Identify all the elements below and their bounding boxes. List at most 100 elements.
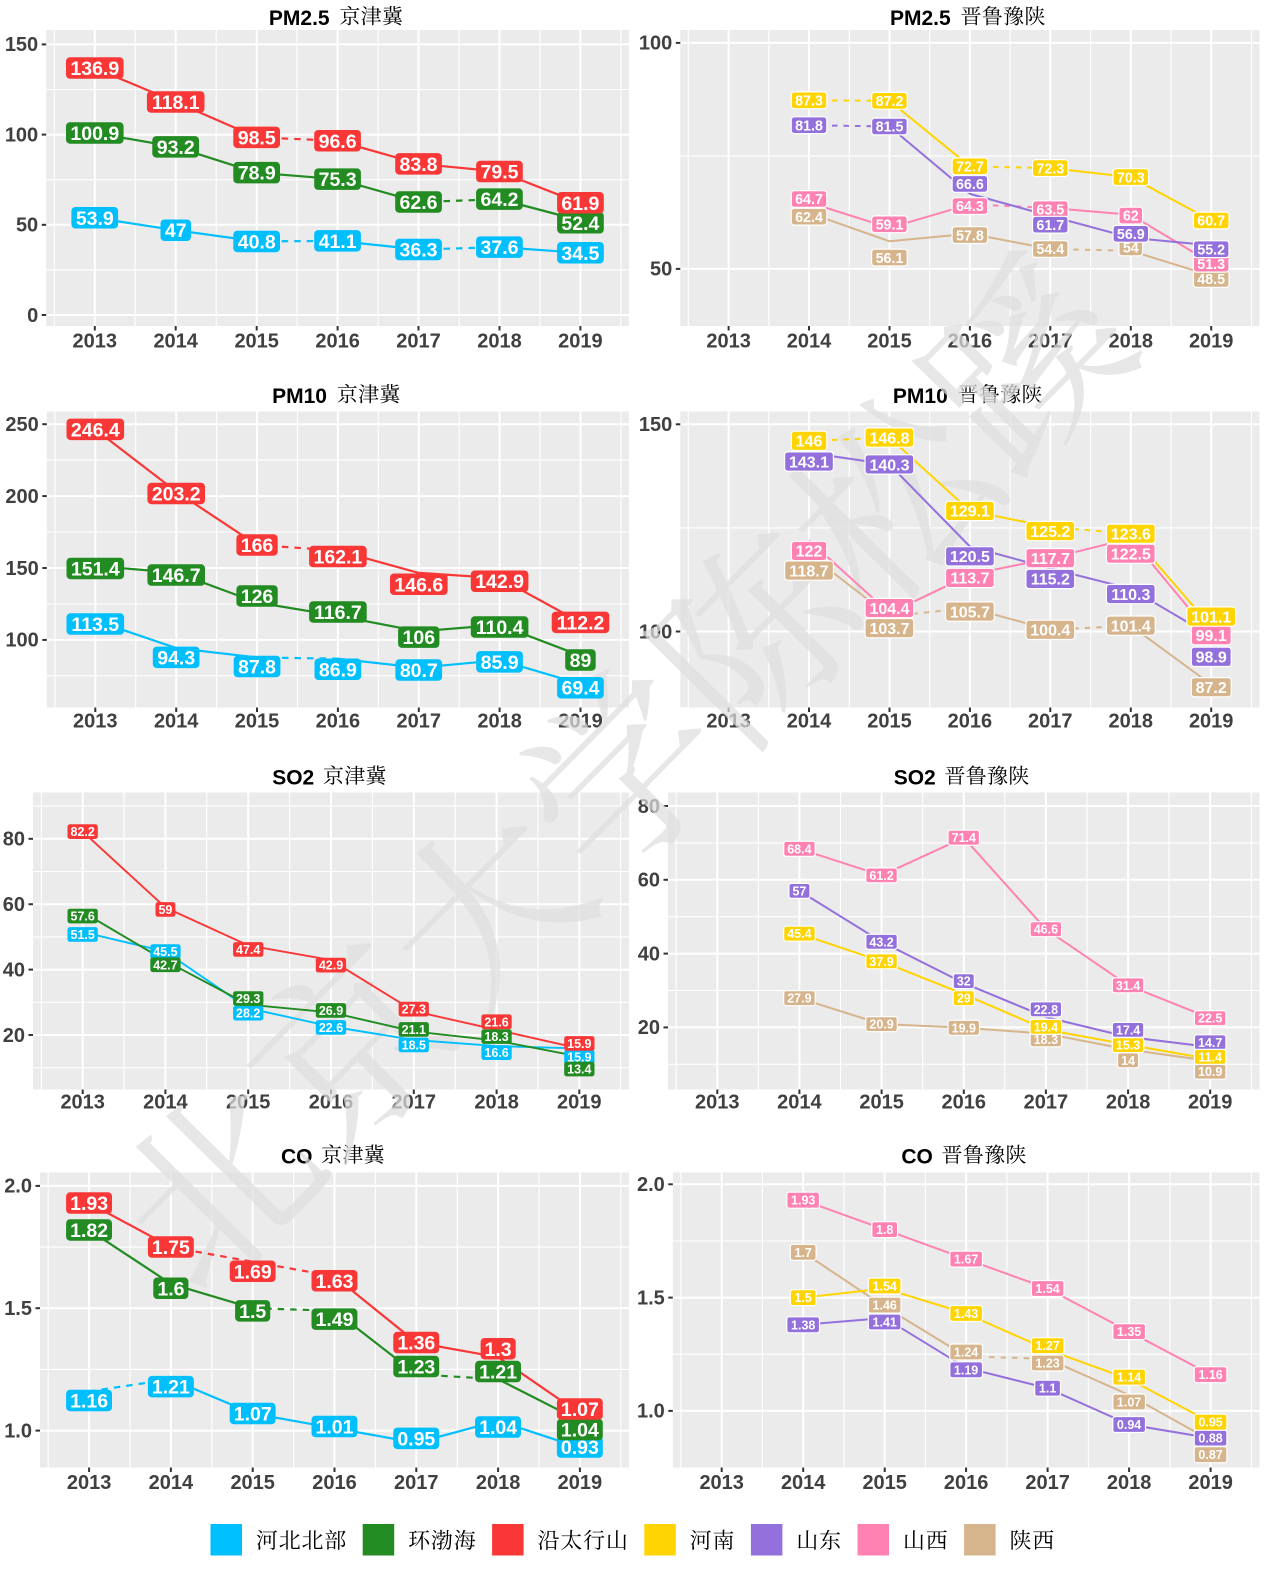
svg-text:2013: 2013 <box>60 1092 105 1114</box>
svg-text:126: 126 <box>241 586 274 608</box>
svg-text:103.7: 103.7 <box>869 621 909 638</box>
svg-text:250: 250 <box>5 414 38 436</box>
svg-text:166: 166 <box>241 535 274 557</box>
svg-text:2015: 2015 <box>235 710 280 732</box>
svg-text:100: 100 <box>639 33 672 55</box>
svg-text:83.8: 83.8 <box>400 154 438 176</box>
svg-text:SO2: SO2 <box>894 767 936 790</box>
svg-text:89: 89 <box>570 650 592 672</box>
svg-text:1.38: 1.38 <box>791 1318 815 1332</box>
svg-text:46.6: 46.6 <box>1034 923 1058 937</box>
svg-text:2019: 2019 <box>1189 710 1234 732</box>
svg-text:2016: 2016 <box>312 1472 357 1494</box>
svg-text:100.4: 100.4 <box>1030 623 1070 640</box>
svg-text:1.43: 1.43 <box>954 1307 978 1321</box>
svg-text:72.3: 72.3 <box>1036 161 1064 177</box>
svg-text:37.6: 37.6 <box>481 237 519 259</box>
svg-text:1.27: 1.27 <box>1035 1339 1059 1353</box>
svg-text:2018: 2018 <box>477 330 522 352</box>
svg-text:1.67: 1.67 <box>954 1253 978 1267</box>
svg-text:CO: CO <box>901 1146 933 1169</box>
svg-text:47.4: 47.4 <box>236 943 260 957</box>
svg-text:162.1: 162.1 <box>313 547 362 569</box>
svg-text:27.9: 27.9 <box>787 992 811 1006</box>
svg-text:1.35: 1.35 <box>1117 1325 1141 1339</box>
svg-text:122.5: 122.5 <box>1111 547 1151 564</box>
svg-text:22.6: 22.6 <box>319 1021 343 1035</box>
svg-text:18.5: 18.5 <box>402 1038 426 1052</box>
svg-text:57.8: 57.8 <box>956 228 984 244</box>
svg-text:2019: 2019 <box>558 330 603 352</box>
svg-text:1.04: 1.04 <box>479 1417 517 1439</box>
svg-text:21.1: 21.1 <box>402 1023 426 1037</box>
svg-text:146.7: 146.7 <box>152 565 201 587</box>
svg-text:2016: 2016 <box>315 330 360 352</box>
svg-text:142.9: 142.9 <box>475 571 524 593</box>
svg-text:19.4: 19.4 <box>1034 1020 1058 1034</box>
svg-text:2017: 2017 <box>397 710 442 732</box>
svg-text:2017: 2017 <box>1028 710 1073 732</box>
svg-text:2015: 2015 <box>867 330 912 352</box>
svg-text:1.5: 1.5 <box>795 1291 812 1305</box>
svg-text:123.6: 123.6 <box>1111 527 1151 544</box>
svg-text:246.4: 246.4 <box>71 419 120 441</box>
svg-text:118.7: 118.7 <box>789 563 828 580</box>
svg-text:2013: 2013 <box>73 330 118 352</box>
svg-text:2016: 2016 <box>948 710 993 732</box>
svg-text:117.7: 117.7 <box>1031 551 1070 568</box>
svg-text:1.23: 1.23 <box>397 1356 435 1378</box>
svg-text:0: 0 <box>27 305 38 327</box>
svg-text:2014: 2014 <box>777 1092 822 1114</box>
svg-text:50: 50 <box>16 215 38 237</box>
svg-text:60.7: 60.7 <box>1197 214 1225 230</box>
svg-text:1.0: 1.0 <box>4 1420 32 1442</box>
svg-text:36.3: 36.3 <box>400 240 438 262</box>
svg-text:2015: 2015 <box>234 330 279 352</box>
svg-text:56.1: 56.1 <box>876 251 904 267</box>
svg-text:118.1: 118.1 <box>152 92 200 114</box>
svg-text:86.9: 86.9 <box>319 659 357 681</box>
svg-text:45.4: 45.4 <box>787 927 811 941</box>
svg-text:CO: CO <box>281 1146 313 1169</box>
svg-text:1.21: 1.21 <box>479 1362 517 1384</box>
svg-text:31.4: 31.4 <box>1116 979 1140 993</box>
svg-text:14.7: 14.7 <box>1198 1036 1222 1050</box>
svg-text:105.7: 105.7 <box>950 604 990 621</box>
svg-text:120.5: 120.5 <box>950 549 990 566</box>
svg-text:2015: 2015 <box>230 1472 275 1494</box>
svg-text:PM2.5: PM2.5 <box>269 7 330 30</box>
svg-text:41.1: 41.1 <box>319 231 357 253</box>
svg-text:2018: 2018 <box>1109 710 1154 732</box>
svg-text:101.4: 101.4 <box>1111 619 1151 636</box>
svg-text:45.5: 45.5 <box>153 945 177 959</box>
svg-text:10.9: 10.9 <box>1198 1065 1222 1079</box>
svg-text:20: 20 <box>3 1025 25 1047</box>
svg-text:1.5: 1.5 <box>239 1301 266 1323</box>
svg-text:40.8: 40.8 <box>238 231 276 253</box>
svg-text:1.01: 1.01 <box>316 1417 354 1439</box>
svg-text:2017: 2017 <box>1025 1472 1070 1494</box>
svg-text:2016: 2016 <box>316 710 361 732</box>
svg-text:13.4: 13.4 <box>567 1063 591 1077</box>
svg-text:0.93: 0.93 <box>561 1437 599 1459</box>
svg-text:113.5: 113.5 <box>71 614 119 636</box>
svg-text:1.36: 1.36 <box>397 1333 435 1355</box>
svg-text:2014: 2014 <box>153 330 198 352</box>
svg-text:1.93: 1.93 <box>791 1194 815 1208</box>
svg-text:63.5: 63.5 <box>1036 202 1064 218</box>
svg-text:1.04: 1.04 <box>561 1420 599 1442</box>
svg-text:61.7: 61.7 <box>1036 218 1064 234</box>
svg-text:PM10: PM10 <box>893 385 948 408</box>
svg-text:2014: 2014 <box>781 1472 826 1494</box>
svg-text:1.46: 1.46 <box>873 1299 897 1313</box>
svg-text:51.5: 51.5 <box>71 928 95 942</box>
svg-text:37.9: 37.9 <box>869 955 893 969</box>
svg-text:78.9: 78.9 <box>238 163 276 185</box>
svg-text:26.9: 26.9 <box>319 1004 343 1018</box>
svg-text:27.3: 27.3 <box>402 1003 426 1017</box>
svg-text:71.4: 71.4 <box>952 831 976 845</box>
svg-text:20.9: 20.9 <box>869 1018 893 1032</box>
svg-text:113.7: 113.7 <box>950 571 989 588</box>
svg-text:1.0: 1.0 <box>637 1401 665 1423</box>
svg-text:1.82: 1.82 <box>70 1220 108 1242</box>
